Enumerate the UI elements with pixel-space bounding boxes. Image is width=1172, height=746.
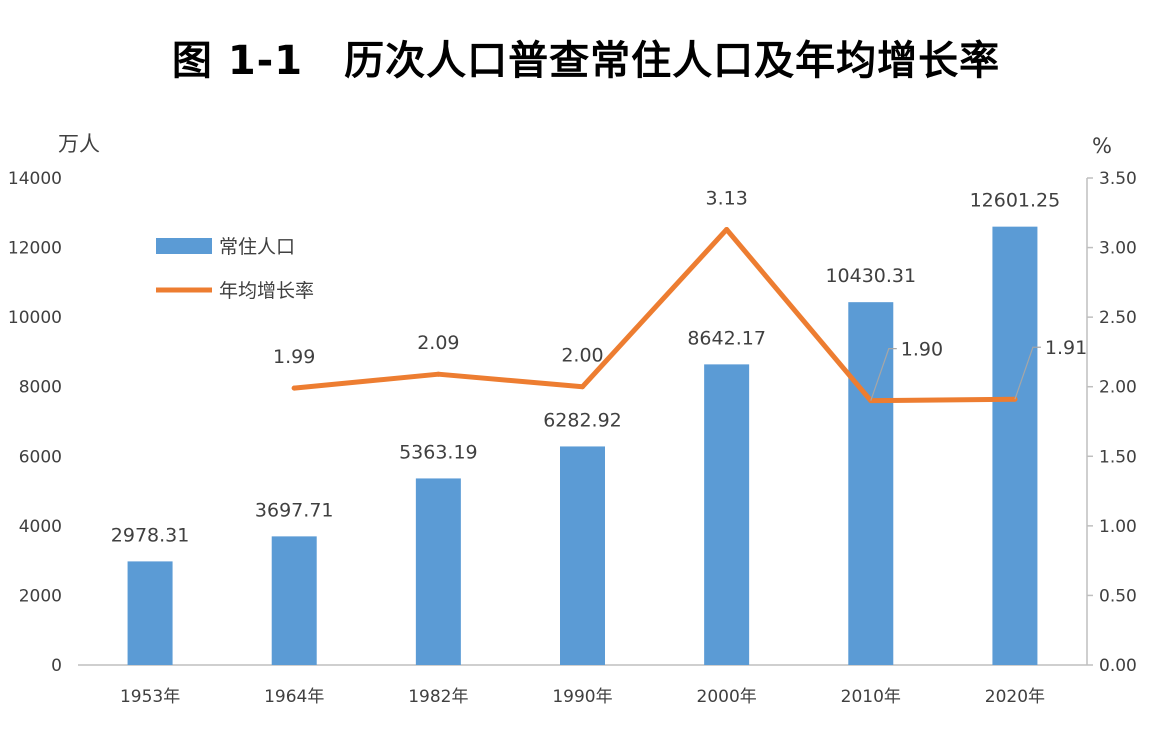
legend: 常住人口 年均增长率 xyxy=(156,236,314,302)
y-left-tick-label: 12000 xyxy=(8,239,62,259)
population-bar xyxy=(271,536,317,665)
rate-value-label: 2.09 xyxy=(417,332,459,354)
bar-series xyxy=(127,226,1038,665)
rate-value-label: 3.13 xyxy=(705,187,747,209)
y-left-tick-label: 0 xyxy=(51,656,62,676)
bar-value-label: 12601.25 xyxy=(970,190,1061,212)
population-bar xyxy=(415,478,461,665)
bar-value-label: 6282.92 xyxy=(543,409,622,431)
y-left-tick-label: 4000 xyxy=(19,517,62,537)
y-left-tick-label: 6000 xyxy=(19,447,62,467)
y-left-tick-label: 10000 xyxy=(8,308,62,328)
population-bar xyxy=(127,561,173,665)
bar-value-label: 3697.71 xyxy=(255,499,334,521)
x-tick-label: 1953年 xyxy=(120,687,180,707)
y-right-tick-label: 1.00 xyxy=(1099,517,1137,537)
bar-value-label: 2978.31 xyxy=(111,524,190,546)
rate-value-label: 1.91 xyxy=(1045,337,1087,359)
bar-value-label: 5363.19 xyxy=(399,441,478,463)
x-tick-label: 2010年 xyxy=(841,687,901,707)
axes: 0 2000 4000 6000 8000 10000 12000 14000 0.00 0.50… xyxy=(8,169,1137,707)
population-bar xyxy=(848,302,894,665)
y-left-unit: 万人 xyxy=(58,132,100,156)
y-right-unit: % xyxy=(1092,134,1112,158)
y-left-tick-label: 14000 xyxy=(8,169,62,189)
data-labels: 2978.31 3697.71 5363.19 6282.92 8642.17 10430… xyxy=(111,187,1087,546)
legend-bar-label: 常住人口 xyxy=(219,236,295,258)
line-series xyxy=(291,226,1018,404)
y-right-tick-label: 0.50 xyxy=(1099,586,1137,606)
y-right-tick-label: 1.50 xyxy=(1099,447,1137,467)
y-right-tick-label: 2.50 xyxy=(1099,308,1137,328)
rate-label-leader-line xyxy=(870,348,897,401)
x-tick-label: 1990年 xyxy=(552,687,612,707)
rate-value-label: 1.99 xyxy=(273,346,315,368)
y-right-tick-label: 2.00 xyxy=(1099,378,1137,398)
chart-title: 图 1-1 历次人口普查常住人口及年均增长率 xyxy=(171,38,1001,84)
bar-value-label: 10430.31 xyxy=(825,265,916,287)
x-tick-label: 2000年 xyxy=(697,687,757,707)
growth-rate-point xyxy=(435,371,441,377)
y-left-tick-label: 8000 xyxy=(19,378,62,398)
population-bar xyxy=(704,364,750,665)
rate-value-label: 1.90 xyxy=(901,339,943,361)
y-right-tick-label: 3.00 xyxy=(1099,239,1137,259)
growth-rate-point xyxy=(724,226,730,232)
legend-bar-swatch xyxy=(156,238,212,254)
population-bar xyxy=(560,446,605,665)
x-tick-label: 2020年 xyxy=(985,687,1045,707)
legend-line-label: 年均增长率 xyxy=(219,280,314,302)
growth-rate-point xyxy=(291,385,297,391)
bar-value-label: 8642.17 xyxy=(687,327,766,349)
y-right-tick-label: 3.50 xyxy=(1099,169,1137,189)
y-left-tick-label: 2000 xyxy=(19,586,62,606)
rate-value-label: 2.00 xyxy=(561,345,603,367)
growth-rate-line xyxy=(291,226,1018,404)
growth-rate-point xyxy=(580,384,585,390)
rate-label-leader-line xyxy=(1014,346,1041,400)
y-right-tick-label: 0.00 xyxy=(1099,656,1137,676)
population-bar xyxy=(992,226,1038,665)
x-tick-label: 1964年 xyxy=(264,687,324,707)
x-tick-label: 1982年 xyxy=(408,687,468,707)
